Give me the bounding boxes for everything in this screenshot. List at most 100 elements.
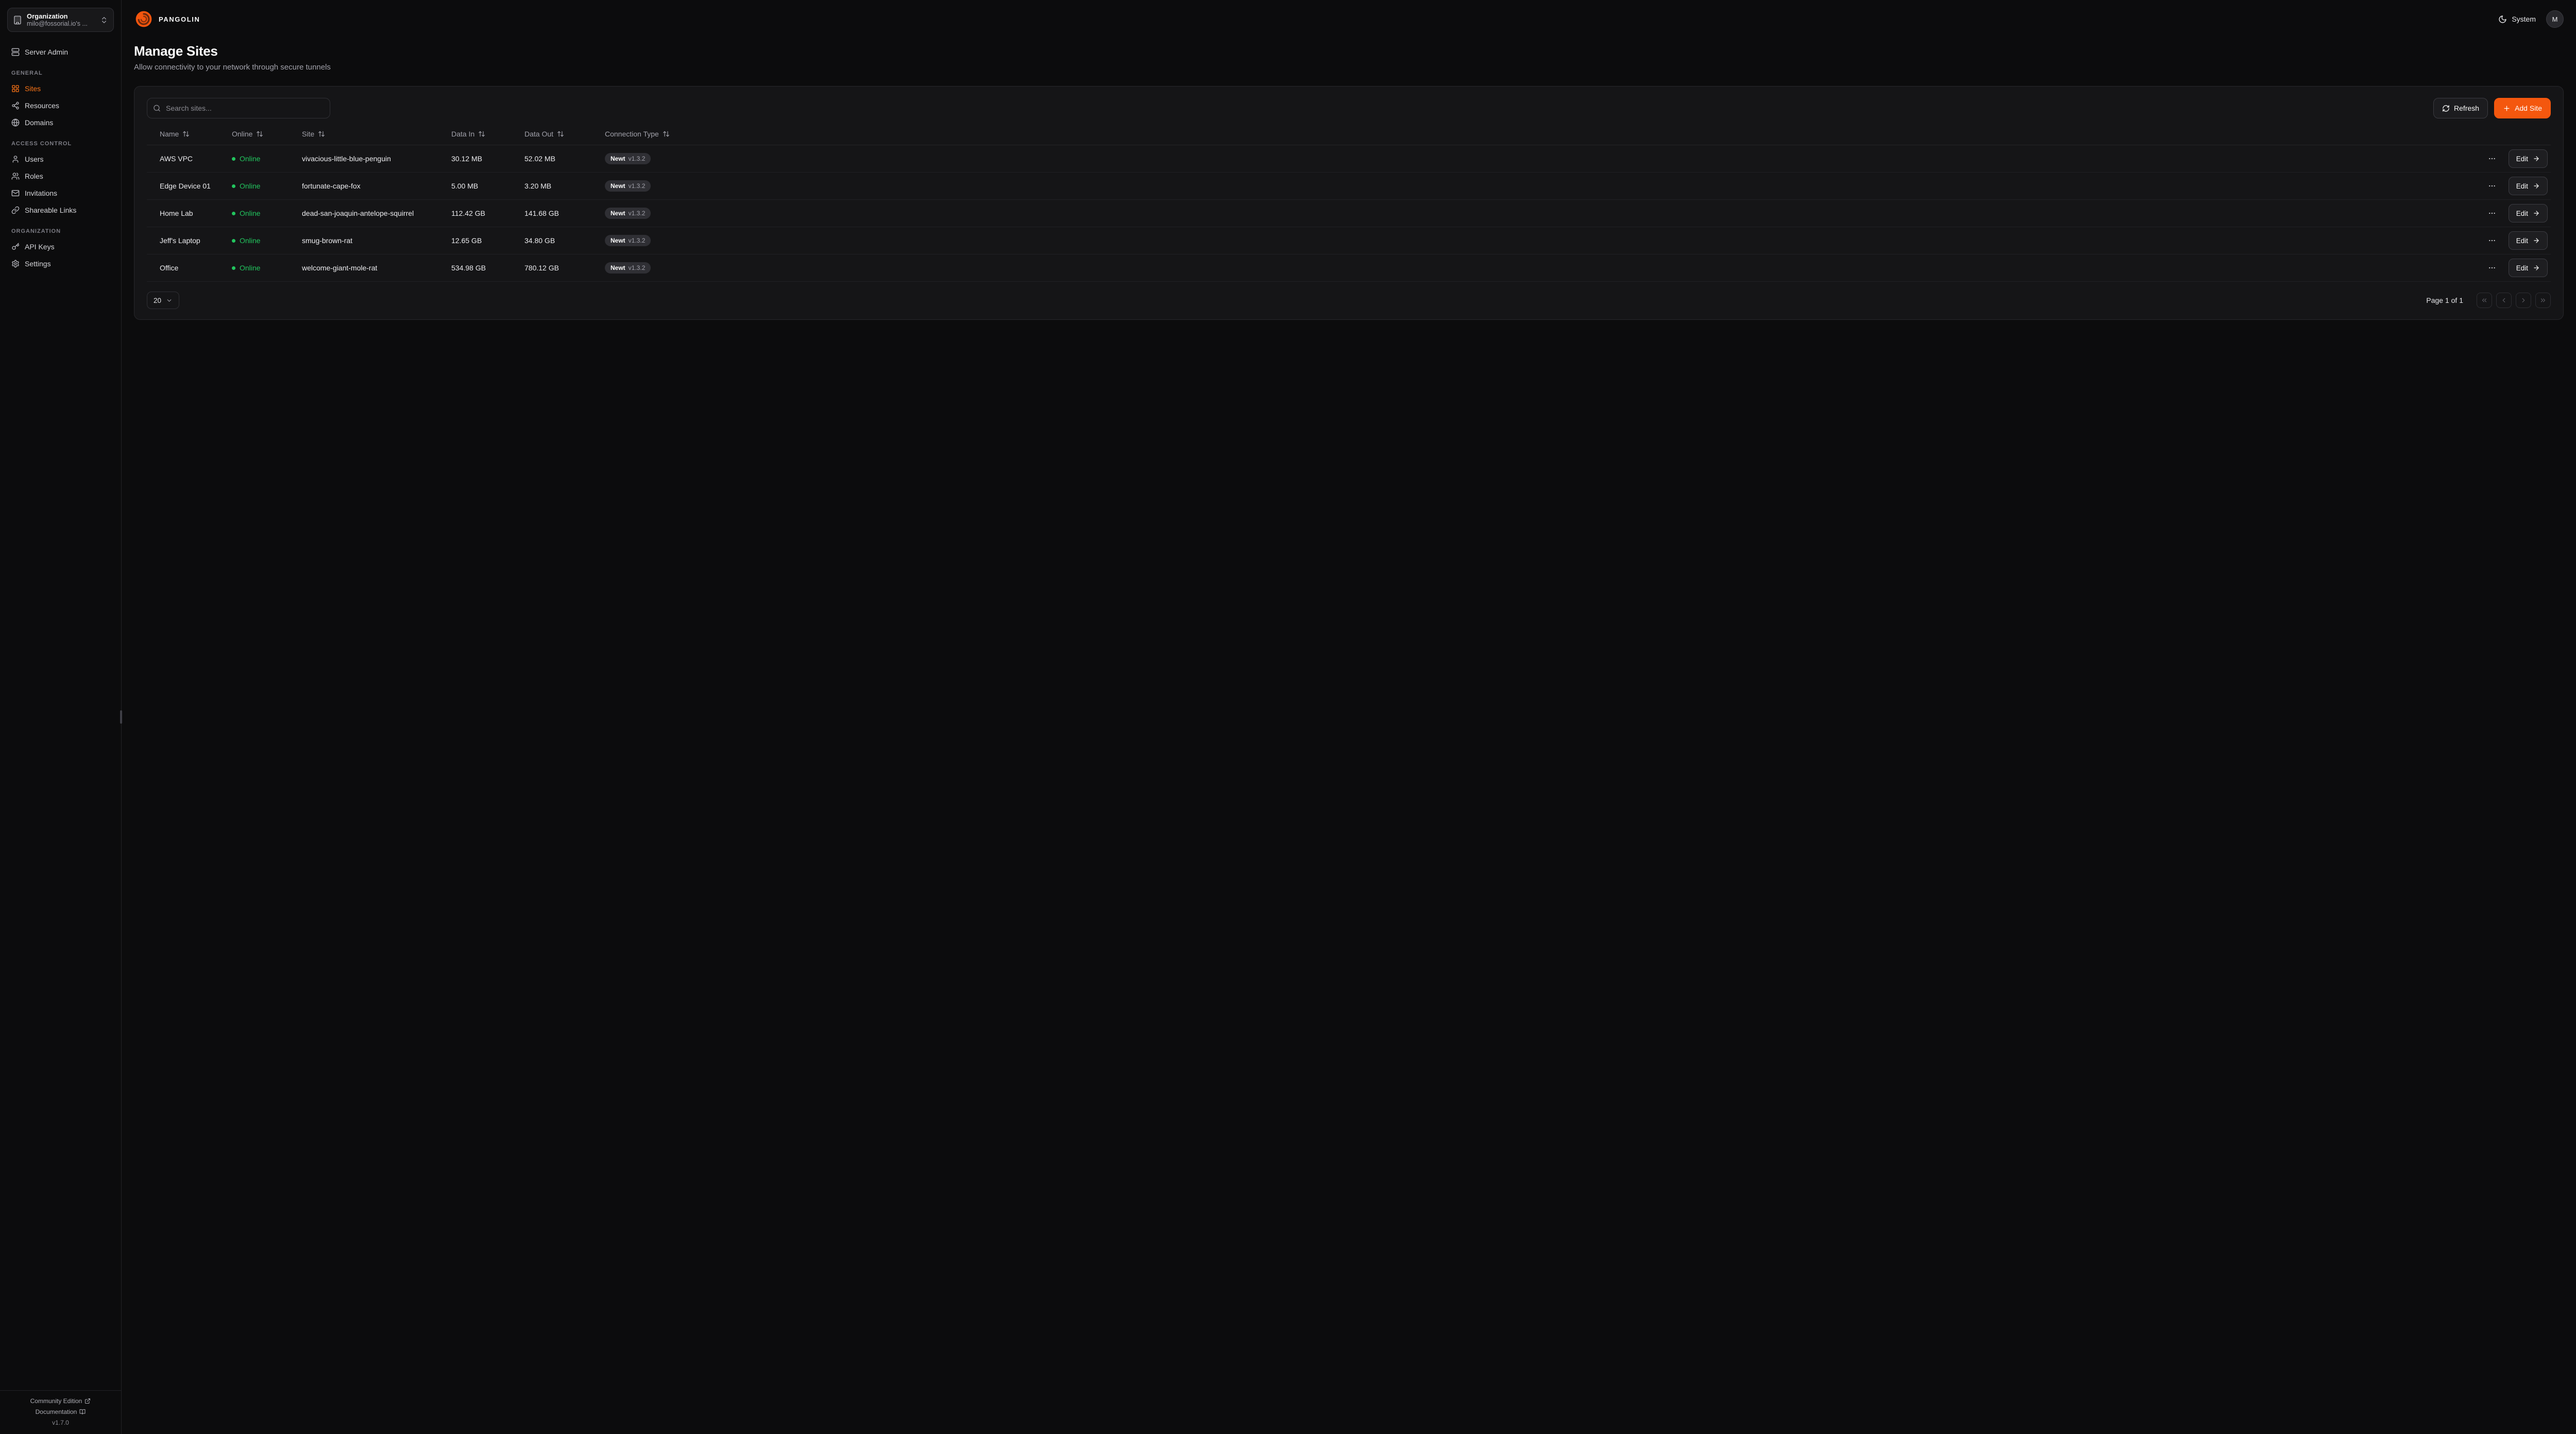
pager: Page 1 of 1 <box>2426 293 2551 308</box>
previous-page-button[interactable] <box>2496 293 2512 308</box>
online-dot <box>232 184 235 188</box>
card-footer: 20 Page 1 of 1 <box>147 292 2551 309</box>
sidebar-item-domains[interactable]: Domains <box>7 115 114 130</box>
cell-data-out: 780.12 GB <box>524 264 559 272</box>
first-page-button[interactable] <box>2477 293 2492 308</box>
sidebar-item-server-admin[interactable]: Server Admin <box>7 44 114 60</box>
column-header-data-in[interactable]: Data In <box>451 130 524 138</box>
sidebar-item-label: Domains <box>25 118 54 127</box>
sidebar-item-api-keys[interactable]: API Keys <box>7 239 114 254</box>
card-toolbar: Refresh Add Site <box>147 98 2551 118</box>
page-indicator: Page 1 of 1 <box>2426 296 2463 304</box>
theme-toggle-button[interactable]: System <box>2498 15 2536 24</box>
sort-icon <box>318 130 325 138</box>
refresh-label: Refresh <box>2454 104 2480 112</box>
next-page-button[interactable] <box>2516 293 2531 308</box>
brand-name: PANGOLIN <box>159 15 200 23</box>
column-header-online[interactable]: Online <box>232 130 302 138</box>
refresh-button[interactable]: Refresh <box>2433 98 2488 118</box>
community-edition-link[interactable]: Community Edition <box>5 1397 116 1405</box>
column-header-data-out[interactable]: Data Out <box>524 130 605 138</box>
ellipsis-icon <box>2488 236 2496 245</box>
sidebar-item-sites[interactable]: Sites <box>7 81 114 96</box>
row-menu-button[interactable] <box>2486 207 2498 219</box>
row-menu-button[interactable] <box>2486 234 2498 247</box>
add-site-button[interactable]: Add Site <box>2494 98 2551 118</box>
column-header-site[interactable]: Site <box>302 130 451 138</box>
table-row: Office Online welcome-giant-mole-rat 534… <box>147 254 2551 282</box>
share-network-icon <box>11 101 20 110</box>
online-dot <box>232 157 235 161</box>
arrow-right-icon <box>2533 182 2540 190</box>
add-site-label: Add Site <box>2515 104 2542 112</box>
edit-button[interactable]: Edit <box>2508 177 2548 195</box>
cell-data-in: 30.12 MB <box>451 155 482 163</box>
sidebar-resize-handle[interactable] <box>120 710 122 724</box>
row-actions: Edit <box>728 177 2551 195</box>
cell-data-in: 534.98 GB <box>451 264 486 272</box>
row-actions: Edit <box>728 149 2551 168</box>
row-menu-button[interactable] <box>2486 262 2498 274</box>
page-size-select[interactable]: 20 <box>147 292 180 309</box>
edit-button[interactable]: Edit <box>2508 204 2548 223</box>
plus-icon <box>2503 105 2511 112</box>
cell-data-out: 52.02 MB <box>524 155 555 163</box>
sidebar-item-invitations[interactable]: Invitations <box>7 185 114 201</box>
sidebar-item-label: Invitations <box>25 189 58 197</box>
row-menu-button[interactable] <box>2486 152 2498 165</box>
row-menu-button[interactable] <box>2486 180 2498 192</box>
sidebar-item-users[interactable]: Users <box>7 151 114 167</box>
row-actions: Edit <box>728 231 2551 250</box>
chevrons-right-icon <box>2539 297 2547 304</box>
ellipsis-icon <box>2488 264 2496 272</box>
sidebar-item-settings[interactable]: Settings <box>7 256 114 271</box>
sidebar-item-label: Settings <box>25 260 51 268</box>
page-size-value: 20 <box>154 296 162 304</box>
moon-icon <box>2498 15 2507 24</box>
globe-icon <box>11 118 20 127</box>
pangolin-logo-icon <box>135 11 152 27</box>
cell-name: AWS VPC <box>160 155 193 163</box>
connection-type-badge: Newt v1.3.2 <box>605 262 651 274</box>
online-dot <box>232 266 235 270</box>
section-label-access-control: ACCESS CONTROL <box>11 141 72 147</box>
ellipsis-icon <box>2488 155 2496 163</box>
sidebar-item-shareable-links[interactable]: Shareable Links <box>7 202 114 218</box>
cell-data-in: 12.65 GB <box>451 236 482 245</box>
search-input[interactable] <box>147 98 330 118</box>
last-page-button[interactable] <box>2535 293 2551 308</box>
connection-type-badge: Newt v1.3.2 <box>605 235 651 246</box>
cell-online: Online <box>232 236 302 245</box>
sidebar-item-resources[interactable]: Resources <box>7 98 114 113</box>
documentation-label: Documentation <box>35 1408 77 1415</box>
toolbar-actions: Refresh Add Site <box>2433 98 2551 118</box>
org-picker-text: Organization milo@fossorial.io's ... <box>27 12 95 27</box>
link-icon <box>11 206 20 214</box>
users-icon <box>11 172 20 180</box>
edit-button[interactable]: Edit <box>2508 259 2548 277</box>
cell-data-in: 5.00 MB <box>451 182 479 190</box>
avatar[interactable]: M <box>2546 10 2564 28</box>
edit-button[interactable]: Edit <box>2508 231 2548 250</box>
topbar-right: System M <box>2498 10 2564 28</box>
section-label-general: GENERAL <box>11 70 43 76</box>
column-header-name[interactable]: Name <box>160 130 232 138</box>
sidebar-item-label: Users <box>25 155 44 163</box>
cell-online: Online <box>232 182 302 190</box>
mail-icon <box>11 189 20 197</box>
cell-data-out: 3.20 MB <box>524 182 552 190</box>
cell-name: Office <box>160 264 179 272</box>
org-picker[interactable]: Organization milo@fossorial.io's ... <box>7 8 114 32</box>
sidebar-item-roles[interactable]: Roles <box>7 168 114 184</box>
column-header-connection-type[interactable]: Connection Type <box>605 130 728 138</box>
connection-type-badge: Newt v1.3.2 <box>605 153 651 164</box>
sort-icon <box>557 130 564 138</box>
edit-button[interactable]: Edit <box>2508 149 2548 168</box>
documentation-link[interactable]: Documentation <box>5 1408 116 1415</box>
chevron-down-icon <box>166 297 173 304</box>
table-row: Home Lab Online dead-san-joaquin-antelop… <box>147 200 2551 227</box>
online-dot <box>232 238 235 243</box>
org-picker-label: Organization <box>27 12 68 20</box>
connection-type-badge: Newt v1.3.2 <box>605 180 651 192</box>
